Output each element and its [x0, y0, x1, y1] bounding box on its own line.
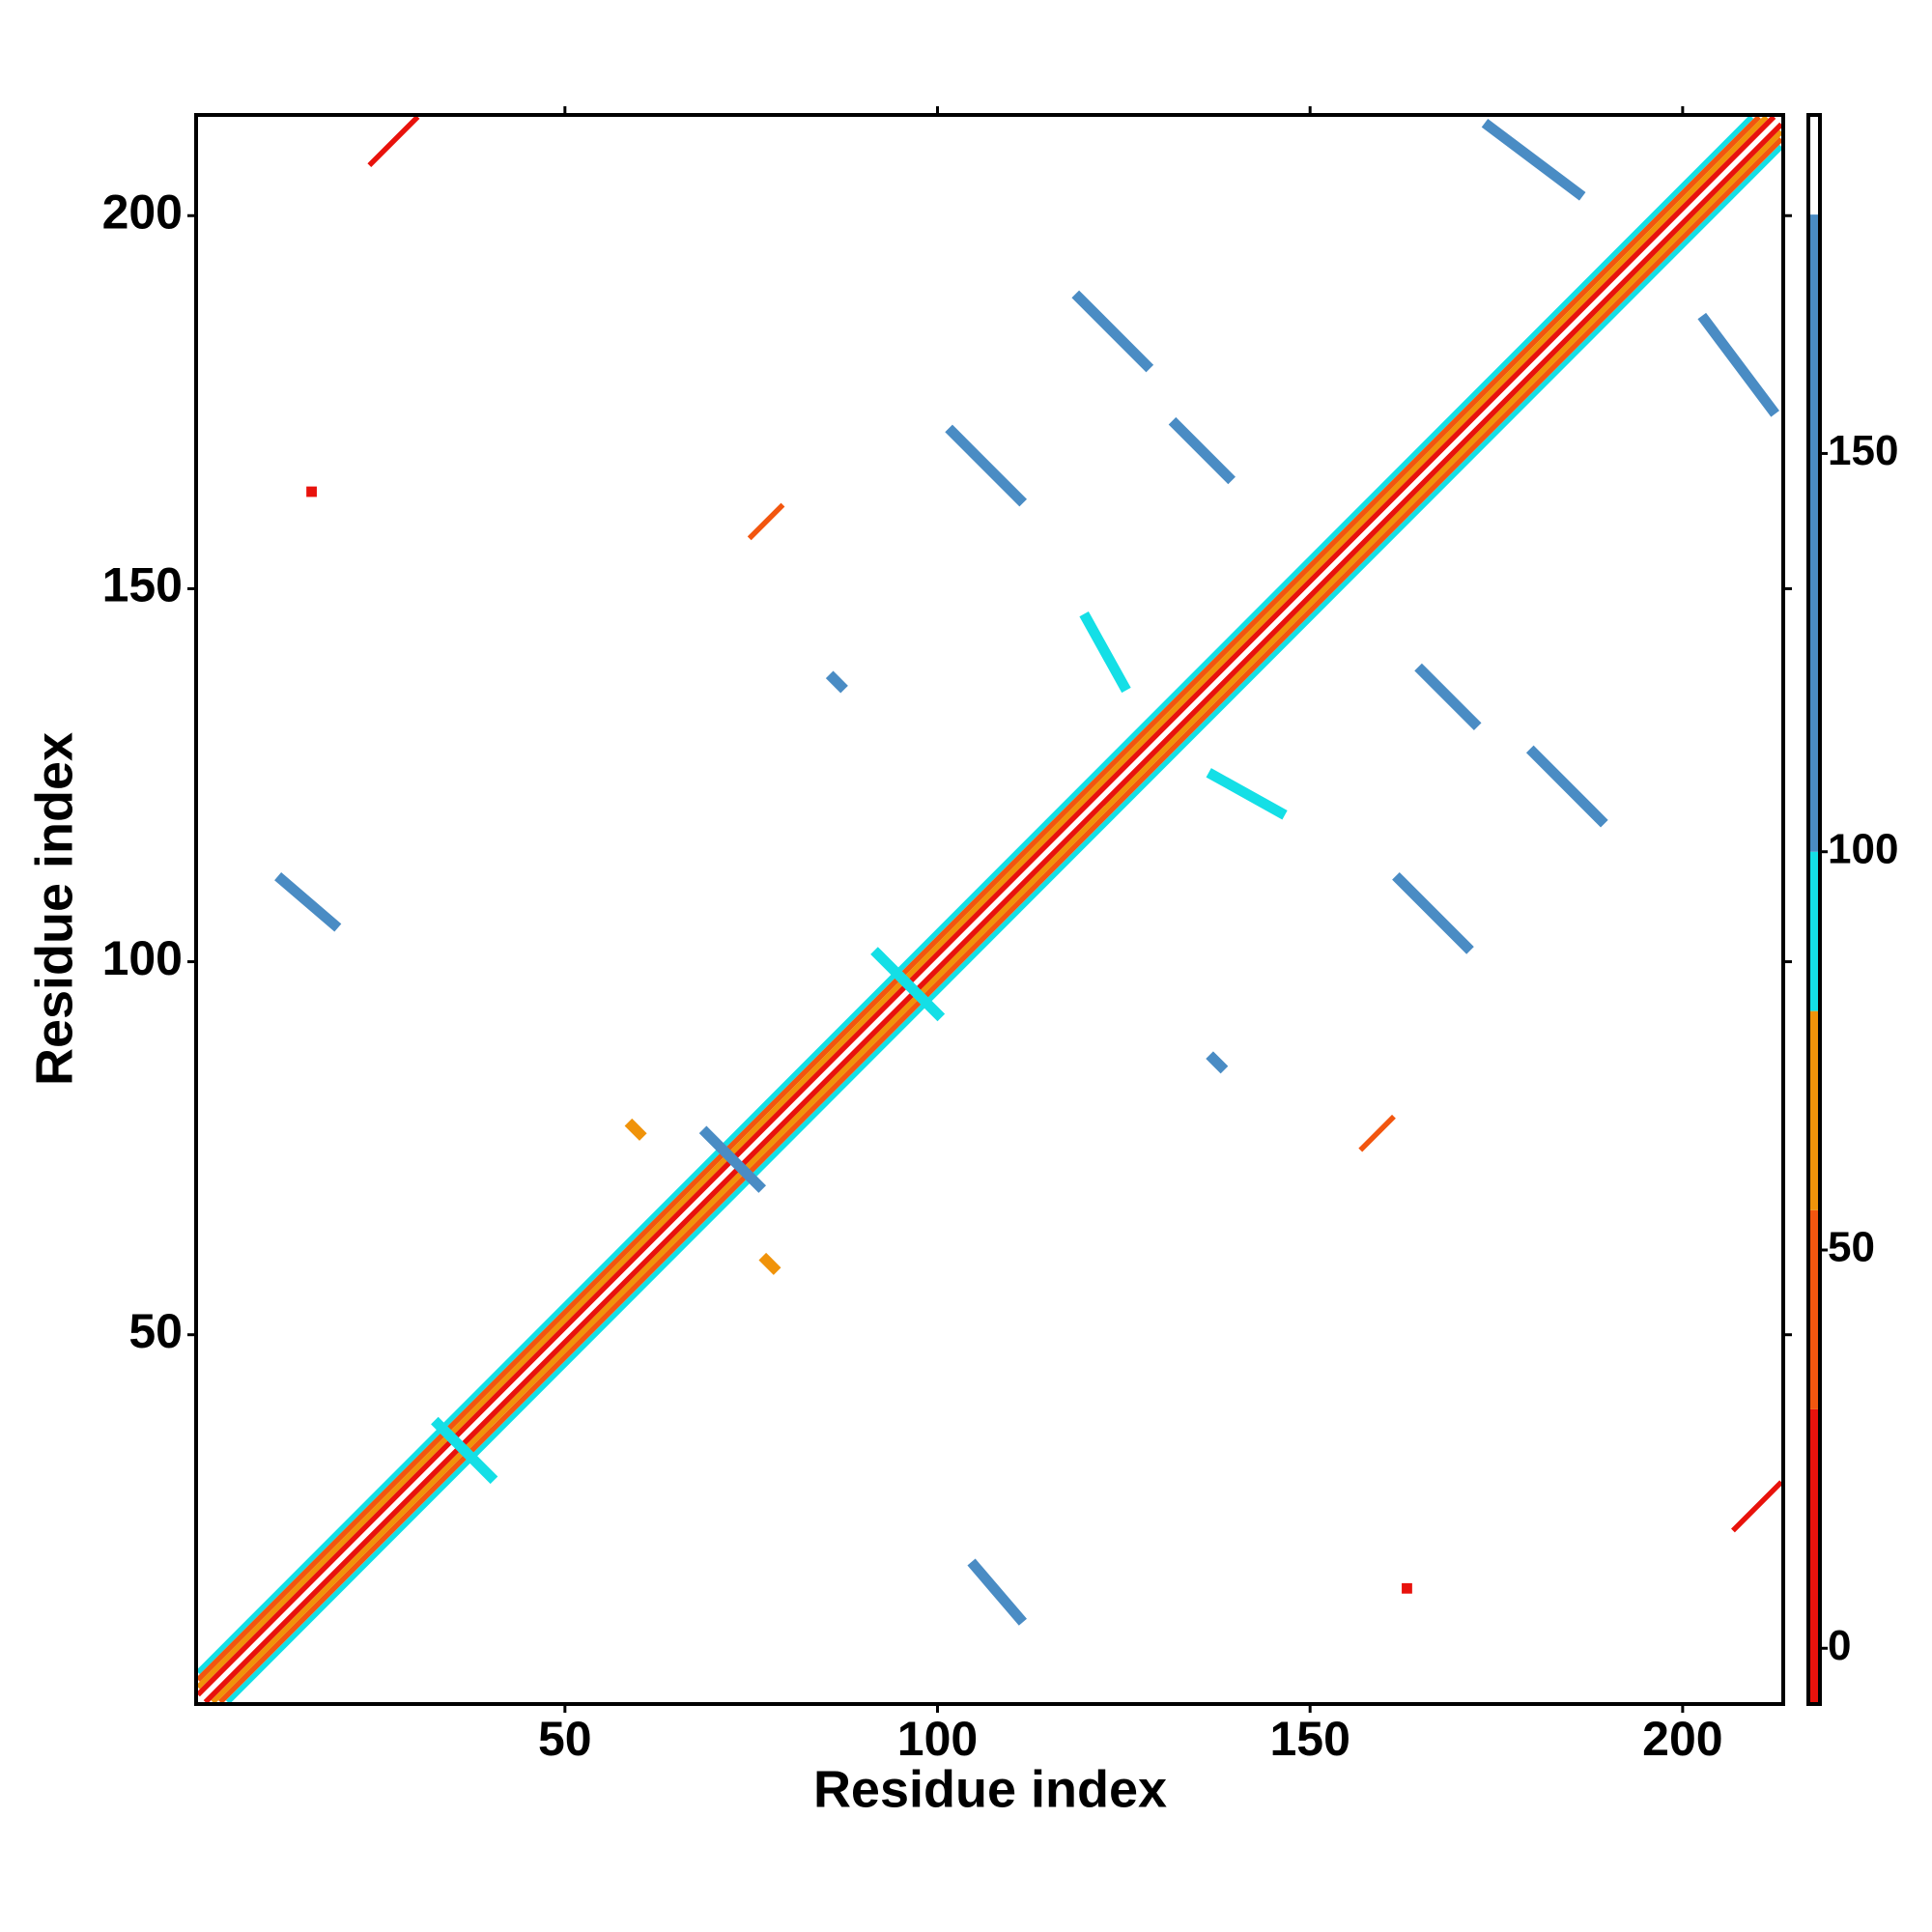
contact-stripe: [1731, 1480, 1783, 1533]
y-tick-label: 150: [102, 558, 183, 612]
contact-stripe: [218, 137, 1783, 1704]
colorbar-bin: [1808, 1209, 1820, 1409]
contact-stripe: [1525, 745, 1608, 828]
contact-stripe: [698, 1125, 767, 1193]
contact-stripe: [1414, 663, 1482, 731]
x-axis-label: Residue index: [813, 1760, 1167, 1818]
contact-stripe: [431, 1416, 498, 1485]
x-tick-label: 100: [897, 1712, 978, 1766]
contact-stripe: [1481, 119, 1586, 201]
colorbar-tick-label: 50: [1828, 1224, 1875, 1271]
colorbar-bin: [1808, 851, 1820, 1011]
contact-stripe: [203, 122, 1783, 1704]
contact-stripe: [747, 502, 785, 541]
contact-stripe: [274, 871, 342, 932]
colorbar-bin: [1808, 214, 1820, 852]
contact-stripe: [1168, 416, 1236, 485]
x-tick-label: 200: [1642, 1712, 1722, 1766]
contact-stripe: [196, 115, 1761, 1682]
contact-stripe: [1206, 1051, 1229, 1074]
colorbar-bin: [1808, 1010, 1820, 1210]
contact-stripe: [1206, 768, 1288, 820]
cells: [196, 115, 1783, 1704]
colorbar-tick-label: 150: [1828, 427, 1898, 474]
y-tick-label: 100: [102, 931, 183, 985]
contact-stripe: [1358, 1114, 1396, 1152]
y-tick-label: 50: [128, 1304, 183, 1358]
y-axis-label: Residue index: [25, 732, 83, 1086]
contact-stripe: [825, 670, 848, 694]
plot-frame: [194, 113, 1785, 1706]
contact-stripe: [196, 115, 1776, 1697]
y-tick-label: 200: [102, 185, 183, 239]
contact-stripe: [1697, 312, 1779, 417]
contact-stripe: [1079, 611, 1131, 694]
contact-stripe: [758, 1252, 781, 1275]
contact-stripe: [1392, 871, 1474, 954]
contact-stripe: [967, 1558, 1027, 1626]
contact-stripe: [211, 129, 1783, 1704]
colorbar-bin: [1808, 115, 1820, 215]
contact-stripe: [225, 144, 1783, 1704]
contact-stripe: [196, 115, 1754, 1675]
colorbar-frame: [1806, 113, 1822, 1706]
colorbar-tick-label: 100: [1828, 825, 1898, 872]
x-tick-label: 50: [538, 1712, 592, 1766]
colorbar-tick-label: 0: [1828, 1622, 1851, 1669]
contact-stripe: [624, 1118, 647, 1141]
colorbar-bin: [1808, 1408, 1820, 1704]
x-tick-label: 150: [1269, 1712, 1350, 1766]
contact-stripe: [196, 115, 1769, 1690]
contact-stripe: [367, 115, 420, 168]
contact-stripe: [1071, 290, 1154, 373]
contact-stripe: [945, 424, 1027, 507]
contact-stripe: [870, 947, 946, 1022]
